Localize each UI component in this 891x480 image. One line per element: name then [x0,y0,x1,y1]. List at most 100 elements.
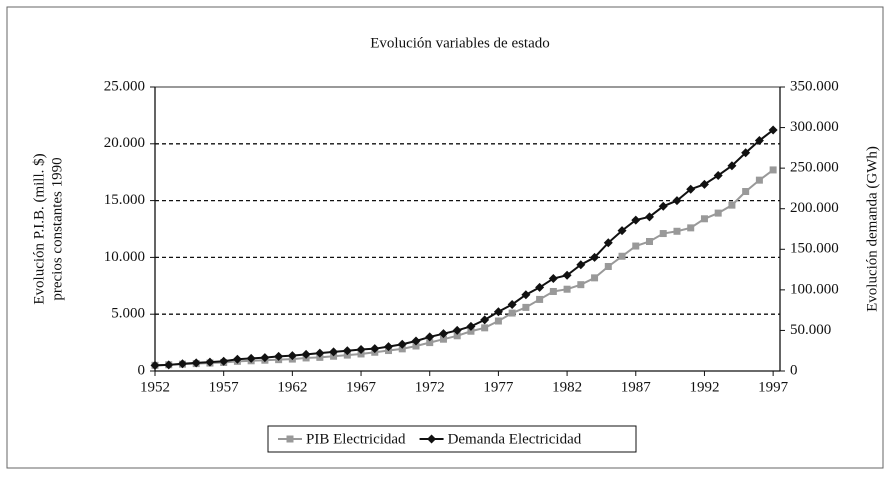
data-point [507,299,517,309]
data-point [591,274,599,282]
data-point [301,349,311,359]
data-point [397,339,407,349]
data-point [522,303,530,311]
data-point [617,226,627,236]
data-point [260,353,270,363]
legend-marker [286,435,294,443]
data-point [467,327,475,335]
data-point [577,281,585,289]
data-point [438,329,448,339]
legend-box [267,425,637,453]
y-tick-label: 10.000 [104,249,145,265]
x-tick-label: 1952 [140,379,170,395]
data-point [466,321,476,331]
x-tick-label: 1997 [758,379,789,395]
data-point [658,201,668,211]
data-point [439,335,447,343]
data-point [618,252,626,260]
data-point [728,201,736,209]
x-tick-label: 1992 [689,379,719,395]
data-point [713,170,723,180]
data-point [741,148,751,158]
data-point [549,287,557,295]
data-point [453,332,461,340]
x-tick-label: 1962 [277,379,307,395]
data-point [370,344,380,354]
data-point [659,230,667,238]
data-point [426,339,434,347]
data-point [191,358,201,368]
series-line [154,129,774,367]
y2-tick-label: 250.000 [790,160,839,176]
data-point [769,166,777,174]
x-tick-label: 1987 [621,379,652,395]
data-point [562,270,572,280]
data-point [590,252,600,262]
y-axis-label: Evolución P.I.B. (mill. $) [31,153,47,304]
x-tick-label: 1957 [209,379,240,395]
data-point [673,227,681,235]
data-point [604,262,612,270]
data-point [768,125,778,135]
data-point [452,325,462,335]
data-point [645,212,655,222]
chart-title: Evolución variables de estado [370,35,550,51]
y2-tick-label: 100.000 [790,281,839,297]
y2-tick-label: 350.000 [790,78,839,94]
data-point [329,347,339,357]
data-point [563,285,571,293]
data-point [232,354,242,364]
data-point [686,184,696,194]
legend-marker [427,434,437,444]
data-point [315,348,325,358]
data-point [754,136,764,146]
y2-tick-label: 0 [790,362,798,378]
data-point [164,360,174,370]
y-tick-label: 25.000 [104,78,145,94]
data-point [714,209,722,217]
data-point [246,353,256,363]
y2-axis-label: Evolución demanda (GWh) [864,146,880,312]
series-line [154,169,774,367]
data-point [508,309,516,317]
x-tick-label: 1972 [415,379,445,395]
data-point [356,344,366,354]
data-point [672,196,682,206]
data-point [384,342,394,352]
y2-tick-label: 150.000 [790,241,839,257]
data-point [150,360,160,370]
data-point [177,359,187,369]
data-point [481,324,489,332]
data-point [700,215,708,223]
data-point [646,237,654,245]
legend-label: Demanda Electricidad [448,431,582,447]
y-tick-label: 0 [138,362,146,378]
data-point [411,336,421,346]
data-point [548,273,558,283]
y-tick-label: 20.000 [104,135,145,151]
data-point [536,295,544,303]
data-point [342,346,352,356]
data-point [219,356,229,366]
data-point [699,179,709,189]
y-tick-label: 15.000 [104,192,145,208]
data-point [493,307,503,317]
data-point [535,282,545,292]
data-point [205,357,215,367]
data-point [755,176,763,184]
data-point [425,332,435,342]
legend-label: PIB Electricidad [306,431,406,447]
data-point [603,238,613,248]
data-point [412,342,420,350]
chart-frame [6,6,884,469]
data-point [576,260,586,270]
data-point [727,161,737,171]
data-point [274,351,284,361]
data-point [632,242,640,250]
x-tick-label: 1982 [552,379,582,395]
y-tick-label: 5.000 [111,306,145,322]
y-axis-label: precios constantes 1990 [49,157,65,300]
data-point [287,351,297,361]
y2-tick-label: 200.000 [790,200,839,216]
